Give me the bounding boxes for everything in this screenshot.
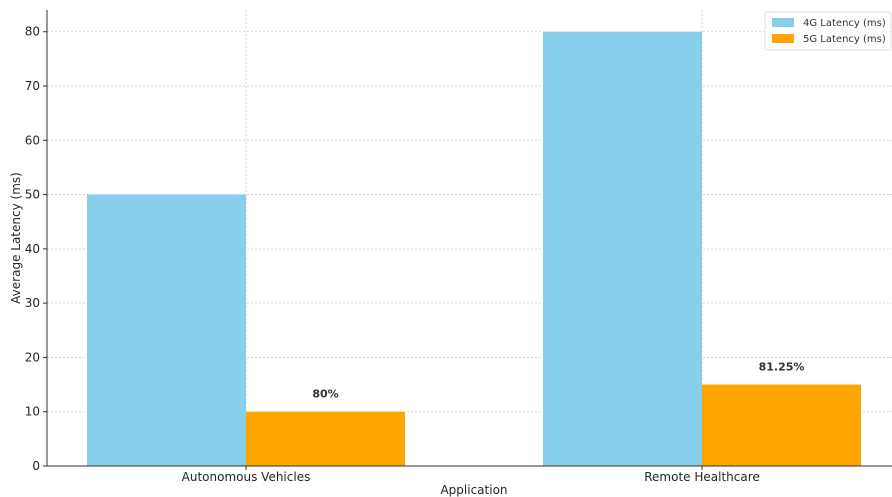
x-axis-label: Application: [440, 483, 507, 497]
bar-5g-1: [702, 384, 861, 466]
bars: [87, 31, 861, 467]
y-tick-label: 50: [25, 188, 40, 202]
legend-box: [764, 11, 892, 51]
legend-swatch-5g: [772, 34, 794, 43]
y-axis-label: Average Latency (ms): [9, 172, 23, 304]
x-tick-labels: Autonomous Vehicles Remote Healthcare: [182, 466, 760, 484]
y-tick-label: 80: [25, 25, 40, 39]
bar-4g-1: [543, 31, 702, 466]
legend-label-4g: 4G Latency (ms): [803, 18, 886, 29]
bar-4g-0: [87, 194, 246, 467]
y-tick-label: 20: [25, 350, 40, 364]
x-tick-label: Autonomous Vehicles: [182, 470, 311, 484]
y-tick-label: 30: [25, 296, 40, 310]
x-tick-label: Remote Healthcare: [644, 470, 760, 484]
legend: 4G Latency (ms) 5G Latency (ms): [764, 11, 892, 51]
bar-annotations: 80% 81.25%: [312, 361, 804, 401]
y-tick-label: 40: [25, 242, 40, 256]
y-tick-label: 0: [32, 459, 40, 473]
y-tick-label: 60: [25, 133, 40, 147]
legend-swatch-4g: [772, 18, 794, 27]
y-tick-label: 70: [25, 79, 40, 93]
legend-label-5g: 5G Latency (ms): [803, 34, 886, 45]
bar-5g-0: [246, 411, 405, 466]
y-tick-label: 10: [25, 405, 40, 419]
bar-annotation: 81.25%: [759, 361, 805, 374]
bar-annotation: 80%: [312, 388, 338, 401]
y-tick-labels: 0 10 20 30 40 50 60 70 80: [25, 25, 47, 473]
